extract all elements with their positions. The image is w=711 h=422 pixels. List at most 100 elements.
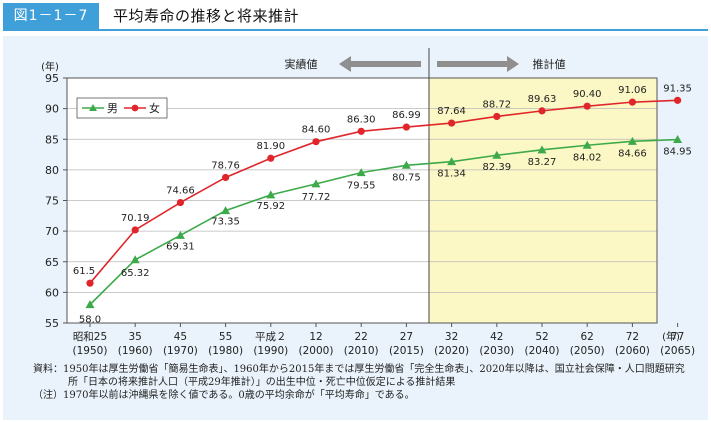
x-tick-year-label: (2000) [299, 345, 334, 357]
data-label-male: 73.35 [211, 217, 240, 228]
data-point-female [357, 127, 365, 135]
data-label-female: 70.19 [121, 213, 150, 224]
data-point-female [402, 123, 410, 131]
y-tick-label: 95 [45, 72, 59, 85]
data-point-male [537, 145, 547, 154]
data-point-male [356, 168, 366, 177]
x-tick-year-label: (2050) [570, 345, 605, 357]
x-tick-year-label: (1950) [73, 345, 108, 357]
data-label-male: 77.72 [302, 192, 331, 203]
source-note-line1: 資料：1950年は厚生労働省「簡易生命表」、1960年から2015年までは厚生労… [33, 364, 685, 375]
data-point-female [583, 102, 591, 110]
x-tick-era-label: 昭和25 [73, 331, 107, 343]
figure-number: 図1－1－7 [3, 3, 99, 29]
legend-marker-female [131, 104, 139, 112]
data-label-female: 87.64 [437, 106, 466, 117]
data-label-male: 81.34 [437, 169, 466, 180]
data-label-male: 75.92 [256, 201, 285, 212]
data-point-female [312, 138, 320, 146]
x-axis-unit: (年) [662, 330, 680, 343]
data-label-female: 74.66 [166, 186, 195, 197]
x-tick-era-label: 35 [129, 331, 142, 343]
x-tick-year-label: (2065) [660, 345, 695, 357]
data-point-female [538, 107, 546, 115]
x-tick-era-label: 32 [445, 331, 458, 343]
x-tick-year-label: (1980) [208, 345, 243, 357]
legend-marker-male [89, 104, 97, 111]
actual-label: 実績値 [285, 57, 318, 71]
data-label-male: 69.31 [166, 241, 195, 252]
x-tick-year-label: (2060) [615, 345, 650, 357]
data-label-male: 84.02 [573, 152, 602, 163]
data-point-male [85, 300, 95, 309]
data-label-female: 81.90 [256, 141, 285, 152]
data-point-male [175, 230, 185, 239]
data-point-male [582, 140, 592, 149]
x-tick-era-label: 62 [581, 331, 594, 343]
y-tick-label: 80 [45, 164, 59, 177]
x-tick-year-label: (2010) [344, 345, 379, 357]
data-label-male: 84.66 [618, 148, 647, 159]
data-label-female: 89.63 [528, 94, 557, 105]
source-note-line2: 所「日本の将来推計人口（平成29年推計）」の出生中位・死亡中位仮定による推計結果 [68, 377, 456, 388]
data-point-male [311, 179, 321, 188]
projection-label: 推計値 [533, 57, 566, 71]
x-tick-era-label: 平成２ [255, 331, 287, 343]
data-label-male: 80.75 [392, 172, 421, 183]
data-point-female [628, 98, 637, 106]
data-point-male [447, 157, 457, 166]
x-tick-era-label: 52 [535, 331, 548, 343]
x-tick-year-label: (1990) [253, 345, 288, 357]
x-tick-era-label: 72 [626, 331, 639, 343]
data-label-male: 65.32 [121, 268, 150, 279]
data-label-female: 84.60 [302, 125, 331, 136]
y-tick-label: 65 [45, 256, 59, 269]
x-tick-era-label: 27 [400, 331, 413, 343]
x-tick-year-label: (1960) [118, 345, 153, 357]
x-tick-era-label: 42 [490, 331, 503, 343]
x-tick-era-label: 22 [355, 331, 368, 343]
data-label-male: 82.39 [482, 162, 511, 173]
x-tick-era-label: 55 [219, 331, 232, 343]
data-point-male [130, 255, 140, 264]
legend-box [76, 97, 168, 119]
legend-label-male: 男 [107, 102, 118, 115]
data-label-male: 58.0 [79, 315, 101, 326]
x-tick-era-label: 77 [671, 331, 684, 343]
y-tick-label: 90 [45, 103, 59, 116]
data-label-female: 90.40 [573, 89, 602, 100]
x-tick-year-label: (2040) [525, 345, 560, 357]
data-label-female: 88.72 [482, 99, 511, 110]
data-label-female: 86.99 [392, 110, 421, 121]
data-point-male [266, 190, 276, 199]
y-tick-label: 60 [45, 286, 59, 299]
data-point-female [131, 226, 139, 234]
data-label-female: 61.5 [73, 266, 95, 277]
x-tick-year-label: (2015) [389, 345, 424, 357]
data-point-female [448, 119, 456, 127]
data-label-male: 79.55 [347, 181, 376, 192]
data-point-female [176, 198, 184, 207]
series-line-male [89, 138, 678, 306]
x-tick-year-label: (2030) [479, 345, 514, 357]
data-point-male [221, 206, 231, 215]
data-label-female: 86.30 [347, 114, 376, 125]
legend-label-female: 女 [149, 101, 160, 115]
x-tick-year-label: (1970) [163, 345, 198, 357]
data-point-male [492, 150, 502, 159]
figure-title: 平均寿命の推移と将来推計 [113, 7, 300, 25]
data-point-female [267, 154, 275, 162]
data-point-female [493, 112, 501, 121]
y-tick-label: 85 [45, 133, 59, 146]
x-tick-year-label: (2020) [434, 345, 469, 357]
data-label-male: 83.27 [528, 157, 557, 168]
y-tick-label: 70 [45, 225, 59, 238]
data-label-male: 84.95 [663, 147, 692, 158]
data-label-female: 78.76 [211, 160, 240, 171]
x-tick-era-label: 45 [174, 331, 187, 343]
actual-arrow [339, 56, 421, 72]
data-point-male [673, 135, 683, 144]
y-tick-label: 55 [45, 317, 59, 330]
